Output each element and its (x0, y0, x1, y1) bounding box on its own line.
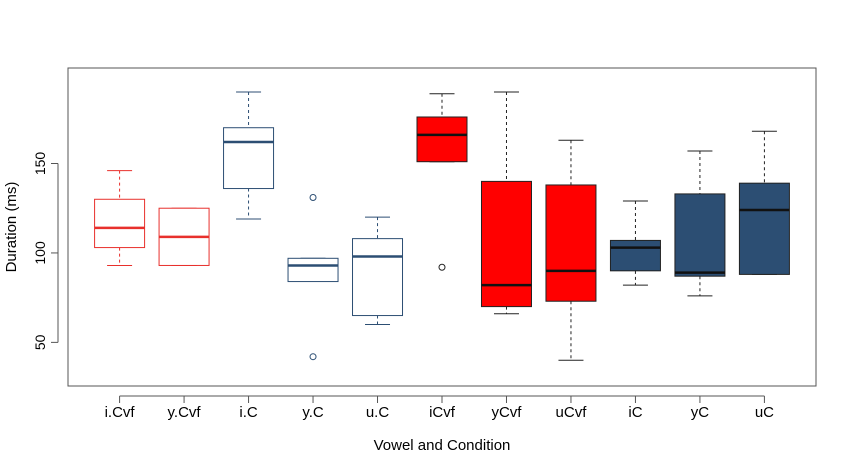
x-tick-label: i.Cvf (105, 404, 136, 421)
x-tick-label: i.C (239, 404, 258, 421)
box-iqr (480, 180, 532, 308)
box-iqr (352, 238, 404, 317)
box-iqr (674, 193, 726, 277)
box-iqr (738, 182, 790, 275)
outlier-point (438, 263, 446, 271)
x-tick-label: iCvf (429, 404, 456, 421)
box-iqr (223, 127, 275, 190)
x-tick-label: uCvf (556, 404, 588, 421)
y-tick-label: 150 (32, 152, 48, 176)
box-uC (738, 130, 790, 275)
box-iqr (609, 239, 661, 272)
outlier-point (309, 193, 317, 201)
box-y.C (287, 193, 339, 361)
box-iC (609, 200, 661, 286)
x-tick-label: iC (628, 404, 642, 421)
y-tick-label: 100 (32, 241, 48, 265)
x-tick-label: y.Cvf (168, 404, 202, 421)
y-axis: 50 100 150 (32, 152, 59, 350)
x-axis: i.Cvf y.Cvf i.C y.C u.C iCvf yCvf uCvf iC yC uC (105, 395, 774, 421)
x-tick-label: yC (691, 404, 710, 421)
box-i.C (223, 91, 275, 220)
box-iCvf (416, 93, 468, 271)
y-axis-label: Duration (ms) (3, 182, 20, 273)
box-iqr (545, 184, 597, 302)
boxes (94, 91, 790, 361)
x-tick-label: yCvf (491, 404, 522, 421)
box-iqr (416, 116, 468, 163)
box-iqr (287, 257, 339, 283)
box-y.Cvf (158, 207, 210, 266)
box-iqr (94, 198, 146, 249)
box-uCvf (545, 139, 597, 361)
box-i.Cvf (94, 170, 146, 266)
x-tick-label: uC (755, 404, 774, 421)
plot-frame (67, 67, 817, 387)
outlier-point (309, 353, 317, 361)
y-tick-label: 50 (32, 334, 48, 350)
x-axis-label: Vowel and Condition (374, 437, 511, 454)
box-yCvf (480, 91, 532, 315)
box-u.C (352, 216, 404, 325)
box-yC (674, 150, 726, 297)
x-tick-label: y.C (302, 404, 324, 421)
x-tick-label: u.C (366, 404, 390, 421)
